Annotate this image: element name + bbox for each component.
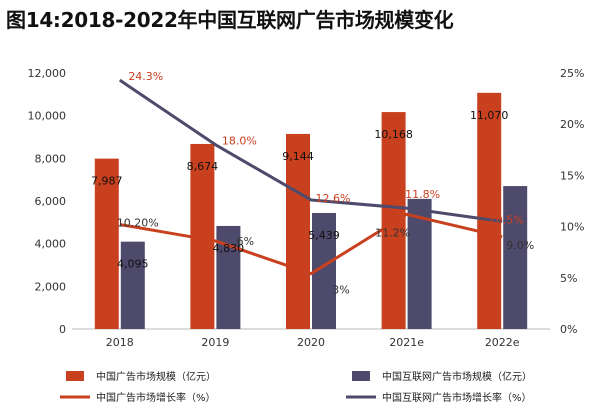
bar (94, 158, 119, 329)
line-data-label: 10.5% (489, 213, 524, 226)
y-tick-label: 10,000 (28, 110, 67, 123)
line-data-label-partial: 6% (237, 235, 254, 248)
bar (381, 112, 406, 329)
line-data-label: 12.6% (316, 192, 351, 205)
bar-data-label: 4,095 (117, 258, 149, 271)
line-data-label: 10.20% (117, 217, 159, 230)
y2-tick-label: 15% (560, 169, 584, 182)
legend-label: 中国互联网广告市场增长率（%） (382, 391, 532, 404)
bar (120, 241, 145, 329)
bar-data-label: 7,987 (91, 175, 123, 188)
y2-tick-label: 5% (560, 272, 577, 285)
series-line (118, 78, 503, 223)
legend-swatch (66, 371, 84, 381)
legend-label: 中国互联网广告市场规模（亿元） (382, 370, 532, 383)
x-tick-label: 2018 (106, 336, 134, 349)
x-tick-label: 2022e (485, 336, 520, 349)
y2-tick-label: 20% (560, 118, 584, 131)
line-data-label-partial: 3% (332, 284, 349, 297)
line-data-label: 24.3% (128, 70, 163, 83)
bar-data-label: 10,168 (374, 128, 413, 141)
line-data-label: 18.0% (222, 135, 257, 148)
bar (503, 186, 528, 329)
line-data-label: 11.2% (375, 226, 410, 239)
legend-label: 中国广告市场规模（亿元） (96, 370, 216, 383)
bar (477, 92, 502, 329)
x-tick-label: 2020 (297, 336, 325, 349)
legend-swatch (352, 371, 370, 381)
y2-tick-label: 0% (560, 323, 577, 336)
bar (286, 133, 310, 329)
y-tick-label: 0 (59, 323, 66, 336)
y-tick-label: 6,000 (35, 195, 67, 208)
bar-data-label: 11,070 (470, 109, 509, 122)
y2-tick-label: 25% (560, 67, 584, 80)
bar-data-label: 5,439 (308, 229, 340, 242)
bar-data-label: 4,830 (213, 242, 245, 255)
bar-data-label: 9,144 (282, 150, 314, 163)
y-tick-label: 2,000 (35, 280, 67, 293)
series-line (119, 212, 503, 276)
bar-data-label: 8,674 (187, 160, 219, 173)
y-tick-label: 12,000 (28, 67, 67, 80)
chart-title: 图14:2018-2022年中国互联网广告市场规模变化 (6, 8, 454, 32)
x-tick-label: 2021e (389, 336, 424, 349)
line-data-label: 11.8% (405, 188, 440, 201)
legend-label: 中国广告市场增长率（%） (96, 391, 216, 404)
y-tick-label: 4,000 (35, 238, 67, 251)
x-tick-label: 2019 (201, 336, 229, 349)
y2-tick-label: 10% (560, 221, 584, 234)
y-tick-label: 8,000 (35, 152, 67, 165)
line-data-label: 9.0% (506, 239, 534, 252)
